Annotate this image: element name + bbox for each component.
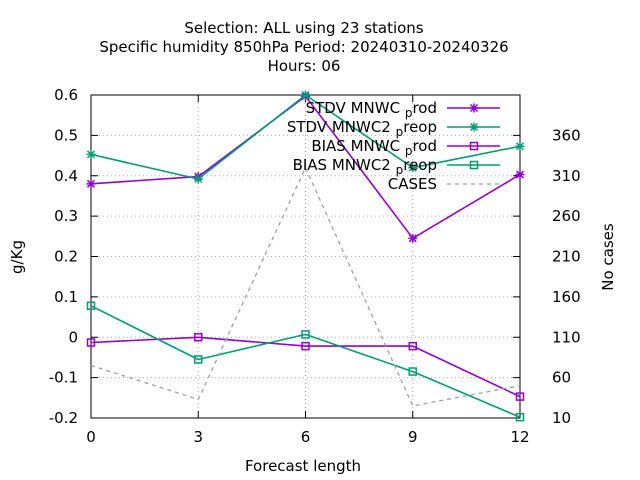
data-point	[408, 163, 418, 173]
title-line: Hours: 06	[268, 57, 341, 75]
legend-label: STDV MNWC prod	[306, 99, 437, 120]
series-layer	[86, 90, 525, 422]
data-point	[469, 122, 479, 132]
legend-label: STDV MNWC2 preop	[287, 118, 437, 139]
series-line	[90, 336, 521, 398]
data-point	[86, 338, 96, 347]
data-point	[194, 333, 203, 342]
y-tick-label: -0.2	[49, 409, 78, 427]
y2-tick-label: 310	[552, 167, 581, 185]
series-line	[90, 305, 521, 418]
title-line: Selection: ALL using 23 stations	[184, 19, 423, 37]
data-point	[301, 90, 310, 100]
legend-entry: STDV MNWC2 preop	[287, 118, 500, 139]
legend-entry: CASES	[388, 175, 500, 193]
data-point	[301, 330, 310, 339]
x-tick-label: 0	[86, 428, 96, 446]
data-point	[515, 141, 525, 151]
data-point	[86, 301, 96, 311]
y2-tick-label: 260	[552, 207, 581, 225]
y2-tick-label: 210	[552, 248, 581, 266]
chart-title: Selection: ALL using 23 stations Specifi…	[99, 19, 508, 75]
y-tick-label: 0.3	[54, 207, 78, 225]
data-point	[515, 170, 525, 180]
data-point	[86, 179, 96, 189]
grid	[91, 95, 520, 418]
y2-tick-label: 60	[552, 369, 571, 387]
legend-entry: BIAS MNWC2 preop	[293, 156, 500, 177]
data-point	[408, 233, 418, 243]
point-marker-x	[515, 141, 525, 151]
point-marker-x	[469, 122, 479, 132]
y-axis-ticks: -0.2 -0.1 0 0.1 0.2 0.3 0.4 0.5 0.6	[49, 86, 98, 427]
point-marker-x	[86, 149, 96, 159]
legend-entry: STDV MNWC prod	[306, 99, 500, 120]
x-tick-label: 3	[193, 428, 203, 446]
data-point	[469, 160, 479, 170]
point-marker-x	[193, 174, 203, 184]
data-point	[515, 412, 525, 422]
data-point	[408, 367, 417, 376]
y2-tick-label: 110	[552, 328, 581, 346]
series	[90, 167, 521, 407]
y-tick-label: 0.5	[54, 126, 78, 144]
series	[86, 90, 525, 184]
y-tick-label: 0	[68, 328, 78, 346]
point-marker-x	[408, 233, 418, 243]
x-tick-label: 6	[301, 428, 311, 446]
data-point	[194, 355, 203, 364]
data-point	[515, 392, 525, 401]
x-axis-label: Forecast length	[245, 457, 361, 475]
y2-tick-label: 10	[552, 409, 571, 427]
data-point	[469, 141, 479, 151]
y2-tick-label: 160	[552, 288, 581, 306]
legend-label: BIAS MNWC2 preop	[293, 156, 437, 177]
y-tick-label: 0.1	[54, 288, 78, 306]
series	[86, 333, 525, 401]
point-marker-x	[469, 103, 479, 113]
point-marker-x	[301, 90, 310, 100]
y-tick-label: 0.2	[54, 248, 78, 266]
x-tick-label: 9	[408, 428, 418, 446]
y-axis-label: g/Kg	[8, 240, 26, 274]
legend-label: CASES	[388, 175, 437, 193]
x-tick-label: 12	[510, 428, 529, 446]
data-point	[408, 341, 417, 351]
point-marker-x	[408, 163, 418, 173]
y2-tick-label: 360	[552, 126, 581, 144]
point-marker-x	[515, 170, 525, 180]
y2-axis-ticks: 10 60 110 160 210 260 310 360	[513, 126, 581, 427]
legend-label: BIAS MNWC prod	[311, 137, 437, 158]
y-tick-label: 0.4	[54, 167, 78, 185]
title-line: Specific humidity 850hPa Period: 2024031…	[99, 38, 508, 56]
y2-axis-label: No cases	[599, 223, 617, 291]
data-point	[86, 149, 96, 159]
y-tick-label: 0.6	[54, 86, 78, 104]
data-point	[193, 174, 203, 184]
y-tick-label: -0.1	[49, 369, 78, 387]
data-point	[469, 103, 479, 113]
data-point	[301, 341, 310, 351]
legend-entry: BIAS MNWC prod	[311, 137, 500, 158]
x-axis-ticks: 0 3 6 9 12	[86, 95, 530, 446]
series-line	[90, 167, 521, 407]
series	[86, 301, 525, 422]
point-marker-x	[86, 179, 96, 189]
